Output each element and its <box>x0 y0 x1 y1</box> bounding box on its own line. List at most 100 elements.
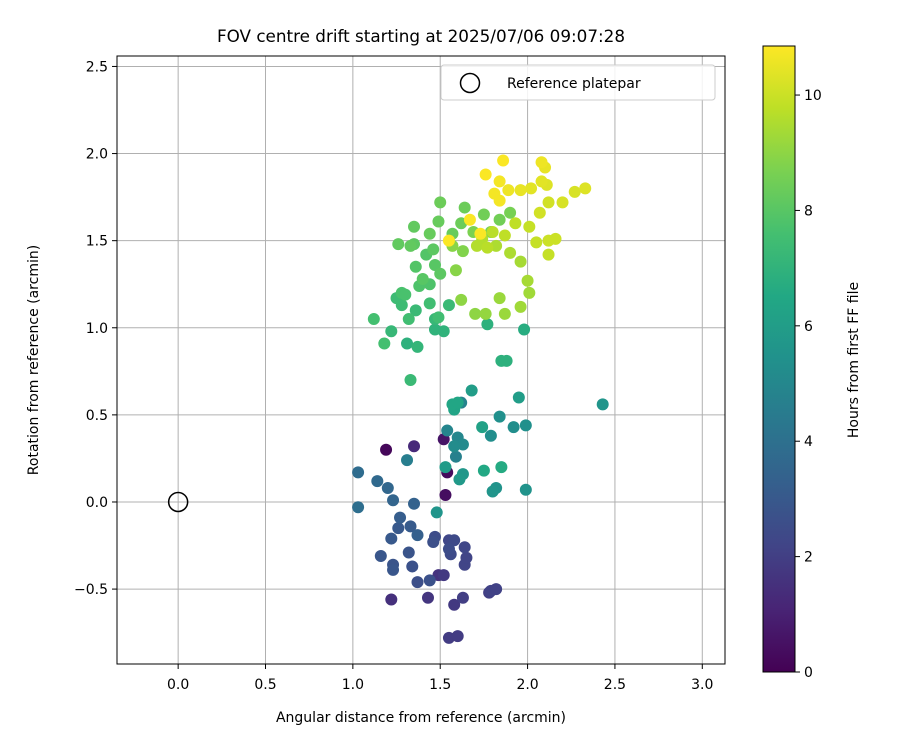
data-point <box>523 286 536 299</box>
y-tick-label: −0.5 <box>74 582 108 598</box>
y-tick-label: 1.0 <box>86 321 108 337</box>
data-point <box>404 374 417 387</box>
data-point <box>428 259 441 272</box>
data-point <box>493 175 506 188</box>
data-point <box>442 543 455 556</box>
data-point <box>542 248 555 261</box>
y-tick-label: 2.0 <box>86 147 108 163</box>
data-point <box>385 593 398 606</box>
data-point <box>394 511 407 524</box>
data-point <box>399 288 412 301</box>
data-point <box>518 323 531 336</box>
data-point <box>439 461 452 474</box>
grid-lines <box>117 56 725 664</box>
colorbar-tick-label: 10 <box>804 88 822 104</box>
data-point <box>514 184 527 197</box>
legend-box <box>440 64 716 101</box>
data-point <box>486 225 499 238</box>
data-point <box>430 506 443 519</box>
reference-platepar-marker <box>167 491 189 513</box>
data-point <box>409 304 422 317</box>
x-tick-label: 3.0 <box>691 677 713 693</box>
data-point <box>411 340 424 353</box>
data-point <box>402 546 415 559</box>
y-tick-label: 0.0 <box>86 495 108 511</box>
data-point <box>411 576 424 589</box>
data-point <box>404 520 417 533</box>
data-point <box>449 264 462 277</box>
data-point <box>402 313 415 326</box>
data-point <box>448 534 461 547</box>
x-tick-label: 2.5 <box>604 677 626 693</box>
data-point <box>533 206 546 219</box>
data-point <box>439 489 452 502</box>
data-point <box>512 391 525 404</box>
data-point <box>411 529 424 542</box>
data-point <box>523 220 536 233</box>
data-point <box>470 239 483 252</box>
data-point <box>442 299 455 312</box>
data-point <box>507 421 520 434</box>
data-point <box>392 238 405 251</box>
data-point <box>401 454 414 467</box>
data-point <box>451 396 464 409</box>
data-point <box>500 354 513 367</box>
x-tick-label: 2.0 <box>516 677 538 693</box>
data-point <box>448 440 461 453</box>
data-point <box>477 208 490 221</box>
colorbar-gradient <box>762 45 796 673</box>
x-tick-label: 0.5 <box>254 677 276 693</box>
data-point <box>579 182 592 195</box>
plot-frame <box>116 55 726 665</box>
data-point <box>448 598 461 611</box>
data-point <box>458 541 471 554</box>
x-tick-label: 1.0 <box>342 677 364 693</box>
data-point <box>451 630 464 643</box>
data-point <box>535 175 548 188</box>
data-point <box>481 318 494 331</box>
data-point <box>490 583 503 596</box>
data-point <box>456 591 469 604</box>
data-point <box>387 494 400 507</box>
data-point <box>509 217 522 230</box>
y-axis-ticks: −0.5 0.0 0.5 1.0 1.5 2.0 2.5 <box>74 59 117 598</box>
data-point <box>352 501 365 514</box>
x-tick-label: 1.5 <box>429 677 451 693</box>
data-point <box>493 292 506 305</box>
data-point <box>525 182 538 195</box>
data-point <box>380 443 393 456</box>
data-point <box>486 485 499 498</box>
x-axis-ticks: 0.0 0.5 1.0 1.5 2.0 2.5 3.0 <box>167 664 713 693</box>
data-point <box>514 255 527 268</box>
data-point <box>408 440 421 453</box>
data-point <box>381 482 394 495</box>
chart-title: FOV centre drift starting at 2025/07/06 … <box>217 26 625 46</box>
y-tick-label: 1.5 <box>86 234 108 250</box>
data-point <box>479 307 492 320</box>
data-point <box>519 483 532 496</box>
y-tick-label: 0.5 <box>86 408 108 424</box>
colorbar-ticks: 0 2 4 6 8 10 <box>795 88 822 681</box>
data-point <box>542 234 555 247</box>
data-point <box>371 475 384 488</box>
data-point <box>456 245 469 258</box>
data-point <box>423 227 436 240</box>
data-point <box>495 461 508 474</box>
data-point <box>542 196 555 209</box>
data-point <box>374 549 387 562</box>
colorbar-tick-label: 6 <box>804 319 813 335</box>
data-point <box>423 574 436 587</box>
y-axis-label: Rotation from reference (arcmin) <box>26 245 42 475</box>
data-point <box>476 421 489 434</box>
data-point <box>519 419 532 432</box>
data-point <box>498 307 511 320</box>
data-point <box>367 313 380 326</box>
legend-entry-reference: Reference platepar <box>507 76 641 92</box>
data-point <box>530 236 543 249</box>
data-point <box>385 325 398 338</box>
y-tick-label: 2.5 <box>86 59 108 75</box>
data-point <box>408 220 421 233</box>
x-tick-label: 0.0 <box>167 677 189 693</box>
data-point <box>493 410 506 423</box>
